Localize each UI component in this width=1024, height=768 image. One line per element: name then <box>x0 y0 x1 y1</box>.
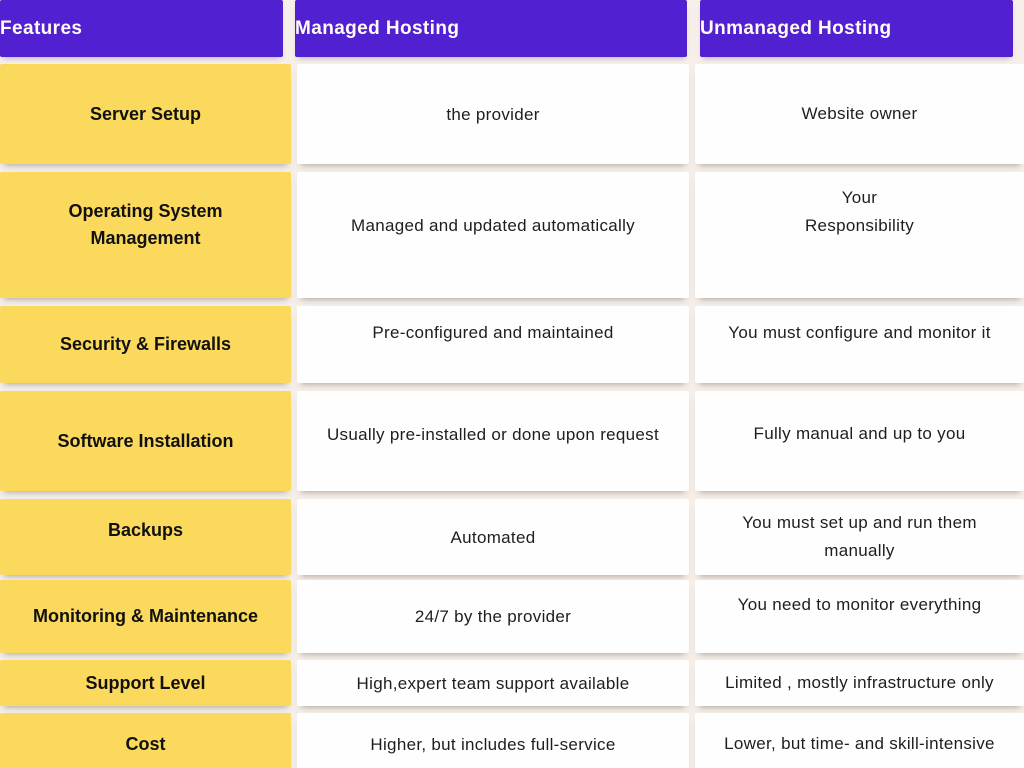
feature-label: Server Setup <box>89 103 202 124</box>
feature-cell: Security & Firewalls <box>0 306 291 383</box>
managed-value: Higher, but includes full-service <box>370 734 616 754</box>
unmanaged-value: Website owner <box>801 104 918 123</box>
managed-value: High,expert team support available <box>356 673 630 693</box>
unmanaged-value: You need to monitor everything <box>737 595 982 614</box>
table-row: Monitoring & Maintenance 24/7 by the pro… <box>0 580 1024 653</box>
header-managed-label: Managed Hosting <box>295 17 460 39</box>
managed-value: Automated <box>450 527 536 547</box>
feature-label: Backups <box>107 519 184 540</box>
unmanaged-cell: Fully manual and up to you <box>695 391 1024 491</box>
unmanaged-cell: You must configure and monitor it <box>695 306 1024 383</box>
header-unmanaged-hosting: Unmanaged Hosting <box>700 0 1013 57</box>
feature-label: Software Installation <box>57 430 234 451</box>
unmanaged-cell: Your Responsibility <box>695 172 1024 298</box>
unmanaged-value: Limited , mostly infrastructure only <box>725 673 994 692</box>
table-header-row: Features Managed Hosting Unmanaged Hosti… <box>0 0 1024 57</box>
unmanaged-cell: You need to monitor everything <box>695 580 1024 653</box>
table-row: Cost Higher, but includes full-service L… <box>0 713 1024 768</box>
unmanaged-value: Lower, but time- and skill-intensive <box>724 734 995 753</box>
unmanaged-value: Your Responsibility <box>804 188 915 235</box>
managed-cell: Automated <box>297 499 689 575</box>
table-row: Software Installation Usually pre-instal… <box>0 391 1024 491</box>
header-unmanaged-label: Unmanaged Hosting <box>700 17 892 39</box>
managed-value: Usually pre-installed or done upon reque… <box>326 424 659 444</box>
managed-cell: 24/7 by the provider <box>297 580 689 653</box>
managed-cell: Usually pre-installed or done upon reque… <box>297 391 689 491</box>
feature-cell: Monitoring & Maintenance <box>0 580 291 653</box>
table-row: Backups Automated You must set up and ru… <box>0 499 1024 575</box>
unmanaged-cell: Website owner <box>695 64 1024 164</box>
feature-label: Operating System Management <box>68 201 223 248</box>
table-row: Server Setup the provider Website owner <box>0 64 1024 164</box>
managed-value: Pre-configured and maintained <box>372 323 614 342</box>
header-gap <box>687 0 700 57</box>
unmanaged-value: You must configure and monitor it <box>728 323 991 342</box>
unmanaged-cell: Limited , mostly infrastructure only <box>695 660 1024 706</box>
feature-cell: Support Level <box>0 660 291 706</box>
unmanaged-value: Fully manual and up to you <box>753 424 966 443</box>
feature-cell: Operating System Management <box>0 172 291 298</box>
managed-value: 24/7 by the provider <box>414 607 572 626</box>
header-managed-hosting: Managed Hosting <box>295 0 687 57</box>
unmanaged-cell: You must set up and run them manually <box>695 499 1024 575</box>
unmanaged-value: You must set up and run them manually <box>742 513 977 560</box>
managed-value: the provider <box>446 104 540 124</box>
table-row: Operating System Management Managed and … <box>0 172 1024 298</box>
header-features: Features <box>0 0 283 57</box>
header-gap <box>283 0 295 57</box>
managed-cell: Managed and updated automatically <box>297 172 689 298</box>
unmanaged-cell: Lower, but time- and skill-intensive <box>695 713 1024 768</box>
managed-cell: Pre-configured and maintained <box>297 306 689 383</box>
table-row: Security & Firewalls Pre-configured and … <box>0 306 1024 383</box>
feature-label: Support Level <box>85 672 206 693</box>
managed-value: Managed and updated automatically <box>351 216 635 235</box>
feature-cell: Server Setup <box>0 64 291 164</box>
feature-label: Monitoring & Maintenance <box>33 606 258 626</box>
feature-cell: Software Installation <box>0 391 291 491</box>
feature-label: Security & Firewalls <box>59 334 232 354</box>
managed-cell: High,expert team support available <box>297 660 689 706</box>
feature-label: Cost <box>125 733 166 754</box>
managed-cell: Higher, but includes full-service <box>297 713 689 768</box>
header-features-label: Features <box>0 17 83 39</box>
feature-cell: Backups <box>0 499 291 575</box>
table-row: Support Level High,expert team support a… <box>0 660 1024 706</box>
feature-cell: Cost <box>0 713 291 768</box>
managed-cell: the provider <box>297 64 689 164</box>
